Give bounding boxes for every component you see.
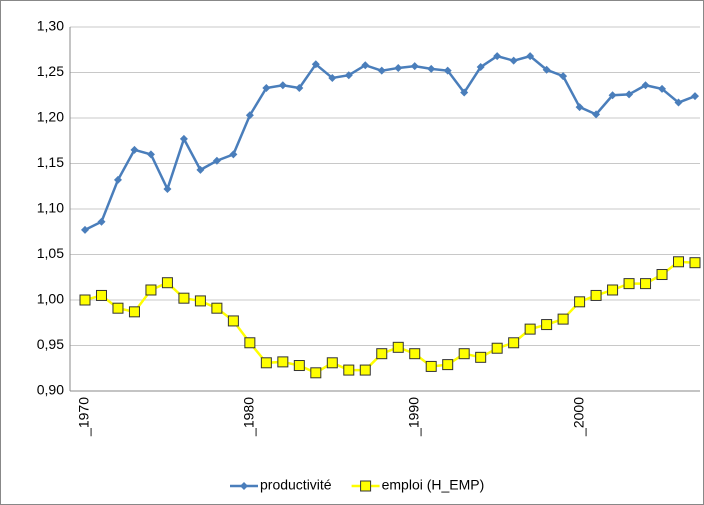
point [145, 284, 157, 296]
point [194, 295, 206, 307]
point [458, 348, 470, 360]
point [460, 88, 469, 97]
point [311, 60, 320, 69]
point [295, 83, 304, 92]
point [542, 65, 551, 74]
point [475, 351, 487, 363]
point [212, 156, 221, 165]
point [128, 306, 140, 318]
point [146, 150, 155, 159]
point [392, 341, 404, 353]
point [427, 64, 436, 73]
point [491, 342, 503, 354]
legend-marker [360, 480, 372, 492]
point [625, 90, 634, 99]
point [97, 217, 106, 226]
point [130, 145, 139, 154]
legend-label: productivité [260, 477, 332, 493]
y-tick-label: 1,15 [37, 154, 64, 170]
point [526, 52, 535, 61]
point [508, 337, 520, 349]
point [178, 292, 190, 304]
y-tick-label: 1,25 [37, 63, 64, 79]
y-tick-label: 1,00 [37, 291, 64, 307]
point [229, 150, 238, 159]
point [262, 83, 271, 92]
point [227, 315, 239, 327]
point [377, 66, 386, 75]
point [509, 56, 518, 65]
x-tick-label: _1970 [76, 397, 92, 437]
point [211, 302, 223, 314]
legend-marker [240, 482, 248, 490]
point [409, 348, 421, 360]
x-tick-label: _1980 [241, 397, 257, 437]
point [260, 357, 272, 369]
point [476, 63, 485, 72]
point [112, 302, 124, 314]
point [81, 225, 89, 234]
point [524, 323, 536, 335]
point [394, 63, 403, 72]
point [541, 319, 553, 331]
point [608, 91, 617, 100]
y-tick-label: 1,20 [37, 109, 64, 125]
point [410, 62, 419, 71]
point [113, 175, 122, 184]
y-tick-label: 0,95 [37, 336, 64, 352]
point [79, 294, 91, 306]
point [310, 367, 322, 379]
point [278, 81, 287, 90]
point [640, 278, 652, 290]
point [376, 348, 388, 360]
point [425, 360, 437, 372]
x-tick-label: _2000 [570, 397, 586, 437]
point [179, 134, 188, 143]
point [442, 359, 454, 371]
point [95, 289, 107, 301]
point [559, 72, 568, 81]
point [691, 92, 699, 101]
point [590, 289, 602, 301]
point [359, 364, 371, 376]
point [163, 184, 172, 193]
y-tick-label: 1,05 [37, 245, 64, 261]
point [658, 84, 667, 93]
point [343, 364, 355, 376]
y-tick-label: 0,90 [37, 382, 64, 398]
point [623, 278, 635, 290]
point [244, 337, 256, 349]
point [607, 284, 619, 296]
point [641, 81, 650, 90]
point [656, 269, 668, 281]
point [328, 73, 337, 82]
point [674, 98, 683, 107]
point [196, 165, 205, 174]
point [689, 257, 701, 269]
point [293, 360, 305, 372]
point [592, 110, 601, 119]
point [575, 103, 584, 112]
point [557, 313, 569, 325]
legend-label: emploi (H_EMP) [382, 477, 485, 493]
point [443, 66, 452, 75]
point [493, 52, 502, 61]
point [673, 256, 685, 268]
point [361, 61, 370, 70]
point [277, 356, 289, 368]
point [574, 296, 586, 308]
point [245, 111, 254, 120]
point [161, 277, 173, 289]
y-tick-label: 1,10 [37, 200, 64, 216]
y-tick-label: 1,30 [37, 18, 64, 34]
point [344, 71, 353, 80]
x-tick-label: _1990 [405, 397, 421, 437]
point [326, 357, 338, 369]
